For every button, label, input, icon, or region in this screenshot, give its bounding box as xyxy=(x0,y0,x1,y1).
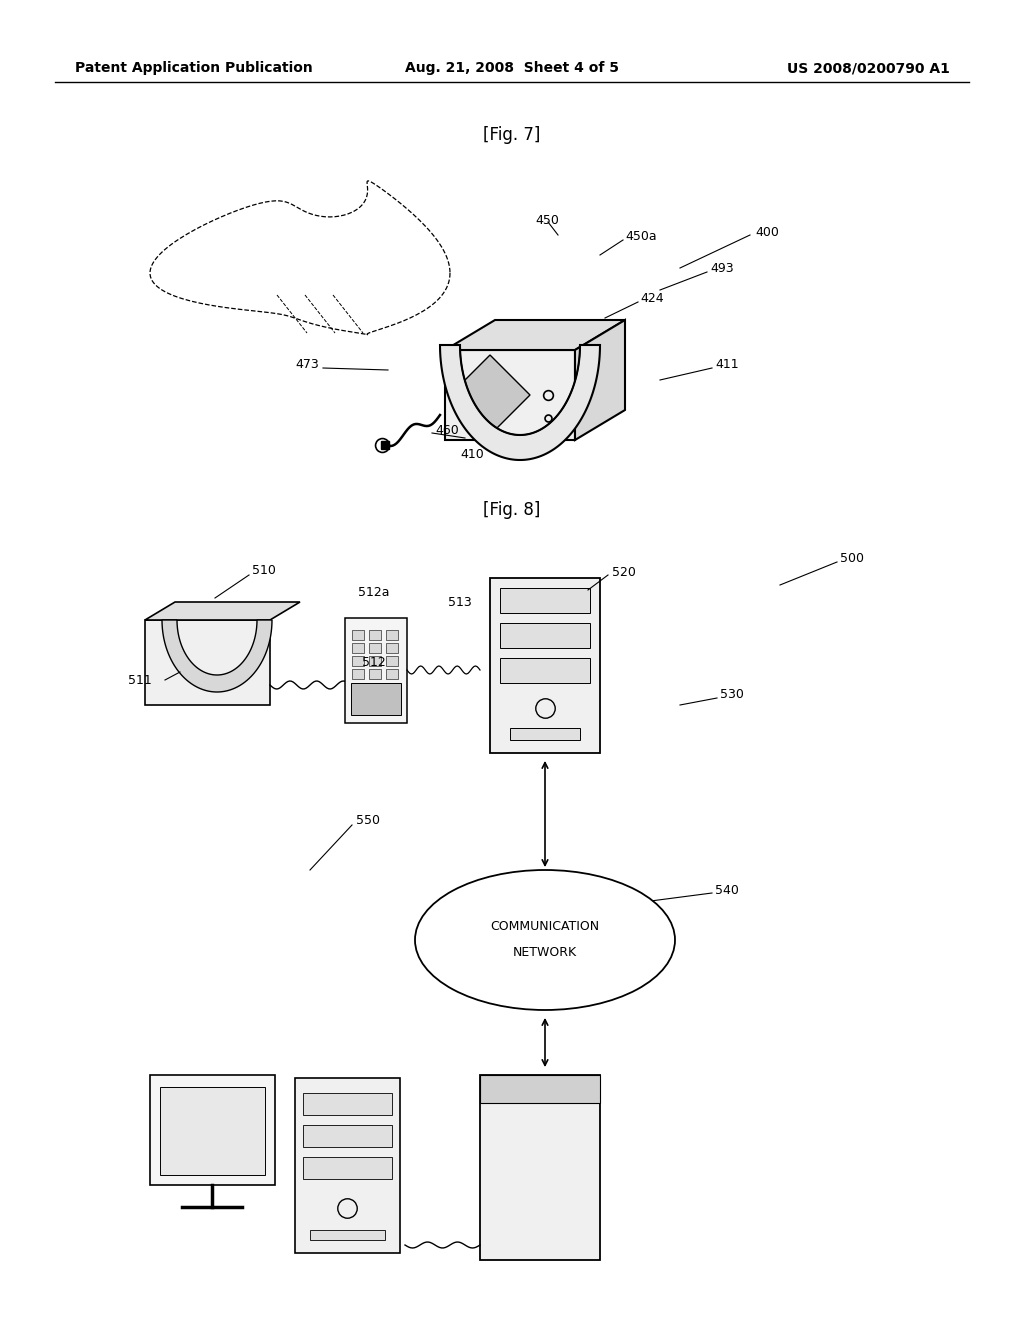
Polygon shape xyxy=(352,656,364,667)
Text: 411: 411 xyxy=(715,359,738,371)
Polygon shape xyxy=(160,1086,265,1175)
Polygon shape xyxy=(145,602,300,620)
Text: 493: 493 xyxy=(710,261,733,275)
Text: 530: 530 xyxy=(720,689,743,701)
Text: 511: 511 xyxy=(128,673,152,686)
Polygon shape xyxy=(445,350,575,440)
Text: 520: 520 xyxy=(612,565,636,578)
Polygon shape xyxy=(480,1074,600,1104)
Polygon shape xyxy=(295,1078,400,1253)
Text: COMMUNICATION: COMMUNICATION xyxy=(490,920,600,932)
Text: 400: 400 xyxy=(755,226,779,239)
Polygon shape xyxy=(150,1074,275,1185)
Polygon shape xyxy=(369,630,381,640)
Text: NETWORK: NETWORK xyxy=(513,945,578,958)
Text: Patent Application Publication: Patent Application Publication xyxy=(75,61,312,75)
Text: 473: 473 xyxy=(295,359,318,371)
Polygon shape xyxy=(440,345,600,459)
Polygon shape xyxy=(480,1074,600,1261)
Text: 512a: 512a xyxy=(358,586,389,598)
Polygon shape xyxy=(500,657,590,682)
Polygon shape xyxy=(386,643,398,653)
Polygon shape xyxy=(490,578,600,752)
Text: 513: 513 xyxy=(449,595,472,609)
Polygon shape xyxy=(352,630,364,640)
Polygon shape xyxy=(450,355,530,436)
Polygon shape xyxy=(352,669,364,678)
Polygon shape xyxy=(445,319,625,350)
Polygon shape xyxy=(310,1230,385,1239)
Text: 510: 510 xyxy=(252,564,275,577)
Text: [Fig. 8]: [Fig. 8] xyxy=(483,502,541,519)
Polygon shape xyxy=(303,1093,392,1115)
Text: 410: 410 xyxy=(460,449,483,462)
Text: 424: 424 xyxy=(640,292,664,305)
Text: Aug. 21, 2008  Sheet 4 of 5: Aug. 21, 2008 Sheet 4 of 5 xyxy=(406,61,618,75)
Polygon shape xyxy=(386,630,398,640)
Ellipse shape xyxy=(415,870,675,1010)
Text: 512: 512 xyxy=(362,656,386,668)
Text: 450: 450 xyxy=(535,214,559,227)
Polygon shape xyxy=(369,643,381,653)
Polygon shape xyxy=(351,682,401,715)
Polygon shape xyxy=(303,1158,392,1179)
Text: US 2008/0200790 A1: US 2008/0200790 A1 xyxy=(787,61,950,75)
Text: 550: 550 xyxy=(356,813,380,826)
Text: [Fig. 7]: [Fig. 7] xyxy=(483,125,541,144)
Polygon shape xyxy=(575,319,625,440)
Polygon shape xyxy=(345,618,407,723)
Polygon shape xyxy=(500,587,590,612)
Text: 540: 540 xyxy=(715,883,739,896)
Polygon shape xyxy=(386,656,398,667)
Polygon shape xyxy=(510,729,580,741)
Polygon shape xyxy=(145,620,270,705)
Polygon shape xyxy=(500,623,590,648)
Polygon shape xyxy=(162,620,272,692)
Text: 460: 460 xyxy=(435,424,459,437)
Text: 500: 500 xyxy=(840,552,864,565)
Polygon shape xyxy=(369,669,381,678)
Polygon shape xyxy=(369,656,381,667)
Polygon shape xyxy=(303,1125,392,1147)
Text: 450a: 450a xyxy=(625,231,656,243)
Polygon shape xyxy=(386,669,398,678)
Polygon shape xyxy=(352,643,364,653)
